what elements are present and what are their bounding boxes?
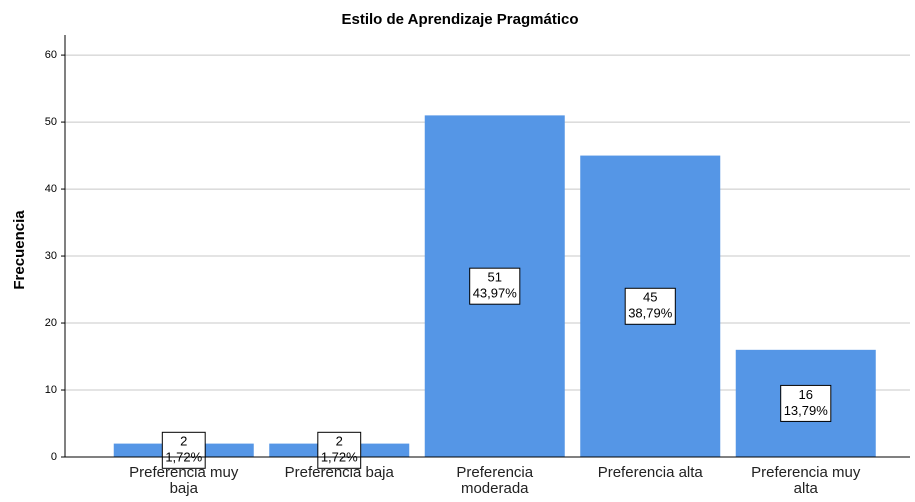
- data-label-box: [780, 384, 832, 422]
- data-label-box: [317, 431, 362, 469]
- data-label-count: 51: [488, 270, 502, 285]
- data-label-count: 16: [799, 387, 813, 402]
- data-label-box: [624, 287, 676, 325]
- data-label-percent: 38,79%: [628, 306, 673, 321]
- y-tick-label: 60: [45, 49, 57, 61]
- x-tick-label-line: Preferencia baja: [285, 464, 395, 481]
- data-label-percent: 13,79%: [784, 403, 829, 418]
- chart-title: Estilo de Aprendizaje Pragmático: [341, 11, 578, 28]
- x-tick-label-line: alta: [794, 480, 819, 497]
- x-tick-label-line: Preferencia muy: [129, 464, 239, 481]
- x-tick-label-line: Preferencia muy: [751, 464, 861, 481]
- x-tick-label: Preferencia baja: [285, 464, 395, 481]
- x-tick-label: Preferencia muy baja: [129, 464, 239, 497]
- x-tick-label: Preferencia muy alta: [751, 464, 861, 497]
- data-label-box: [161, 431, 206, 469]
- x-tick-label-line: moderada: [461, 480, 529, 497]
- x-tick-label-line: baja: [170, 480, 199, 497]
- x-tick-label-line: Preferencia: [456, 464, 533, 481]
- y-tick-label: 30: [45, 250, 57, 262]
- y-tick-label: 40: [45, 183, 57, 195]
- y-tick-label: 50: [45, 116, 57, 128]
- data-label-count: 2: [180, 434, 187, 449]
- y-tick-label: 10: [45, 384, 57, 396]
- y-axis-label: Frecuencia: [11, 210, 28, 290]
- data-label-count: 2: [336, 434, 343, 449]
- data-label-count: 45: [643, 290, 657, 305]
- y-tick-label: 0: [51, 451, 57, 463]
- data-label-percent: 43,97%: [473, 286, 518, 301]
- x-tick-label: Preferencia moderada: [456, 464, 533, 497]
- x-tick-label-line: Preferencia alta: [598, 464, 704, 481]
- y-tick-label: 20: [45, 317, 57, 329]
- x-tick-label: Preferencia alta: [598, 464, 704, 481]
- data-label-box: [469, 267, 521, 305]
